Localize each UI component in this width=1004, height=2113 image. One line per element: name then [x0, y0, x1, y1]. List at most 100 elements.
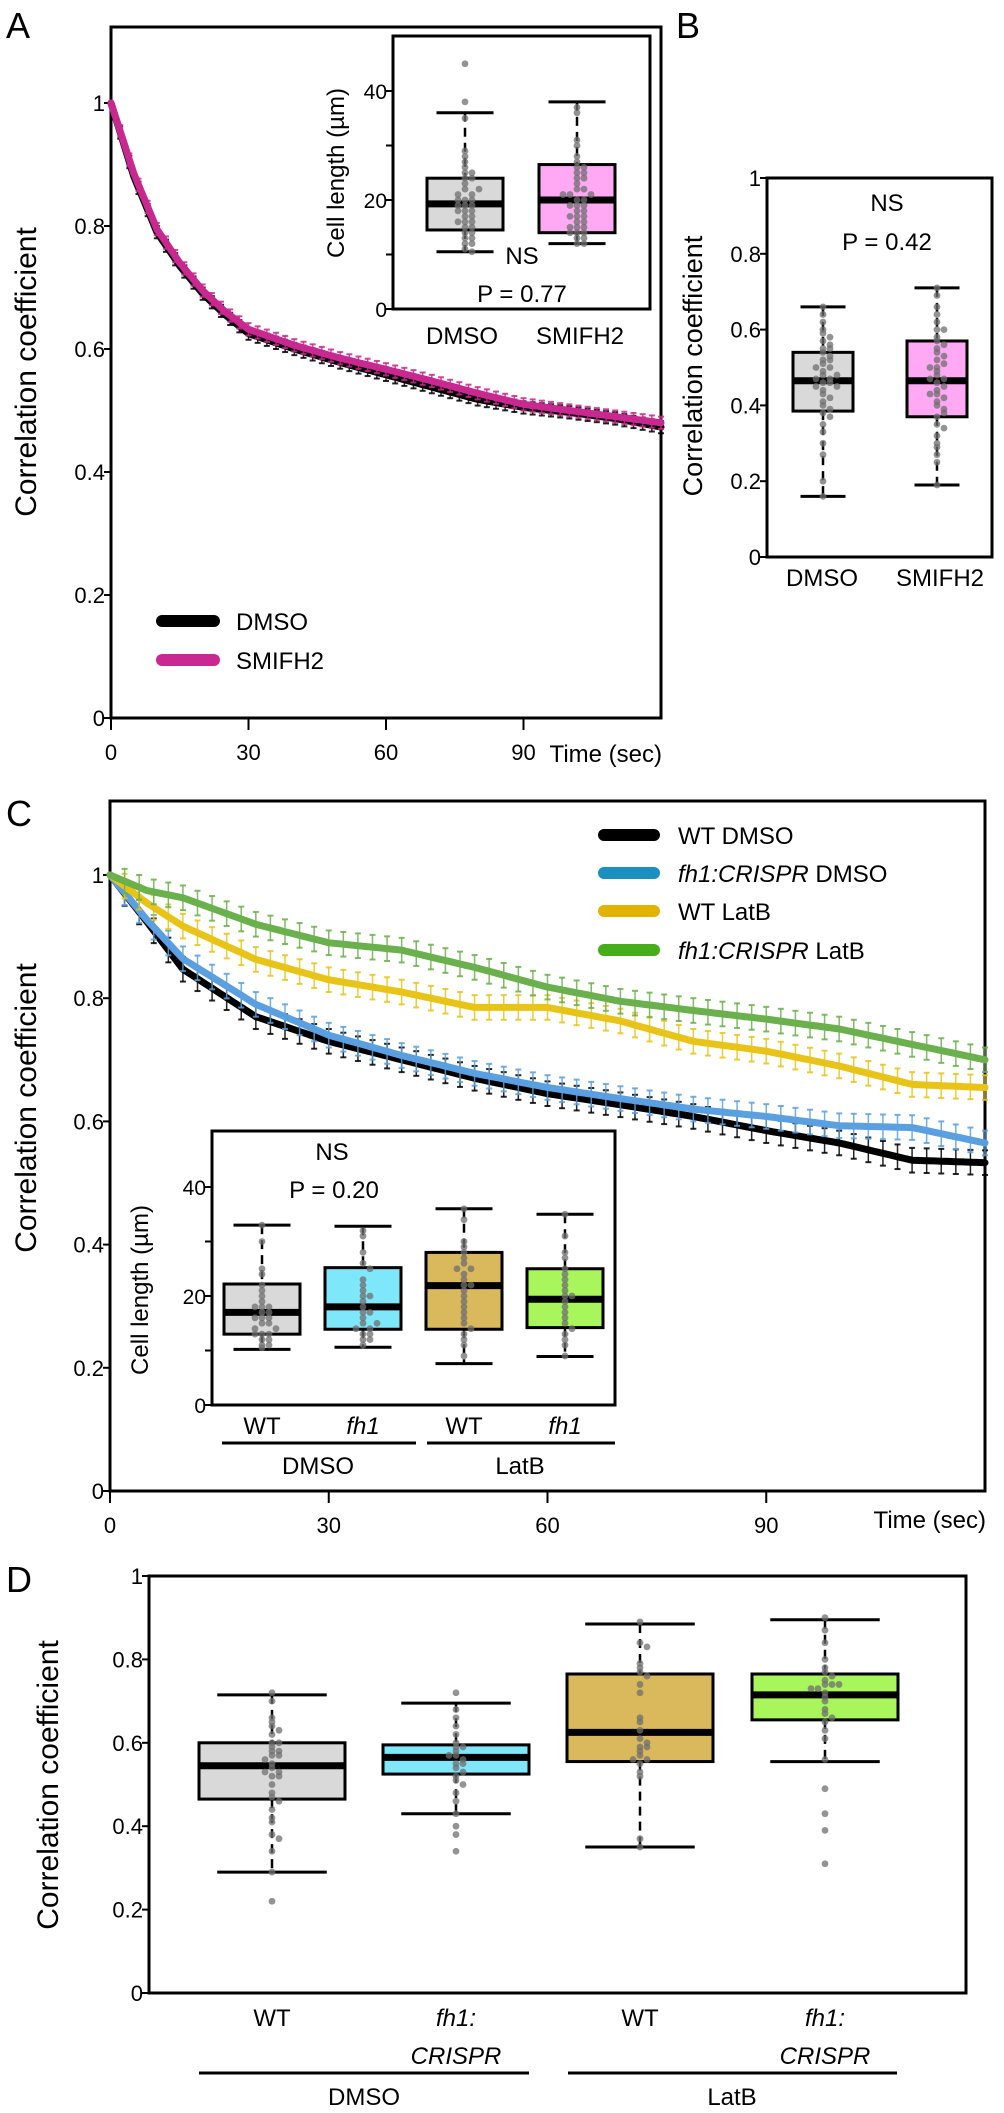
x-tick-label: 60 — [535, 1513, 559, 1538]
data-point — [258, 1238, 266, 1245]
data-point — [821, 1710, 829, 1718]
data-point — [819, 311, 827, 318]
data-point — [566, 212, 574, 220]
data-point — [819, 379, 827, 387]
data-point — [933, 413, 941, 421]
x-tick-label: 60 — [374, 740, 398, 765]
data-point — [636, 1843, 644, 1851]
data-point — [812, 383, 820, 390]
data-point — [561, 1341, 569, 1349]
panel-b-cat-dmso: DMSO — [786, 565, 858, 592]
data-point — [272, 1325, 280, 1333]
data-point — [460, 1259, 468, 1267]
data-point — [580, 163, 588, 171]
panel-a-inset-ns: NS — [505, 243, 538, 270]
data-point — [636, 1760, 644, 1768]
data-point — [933, 326, 941, 333]
data-point — [258, 1344, 266, 1352]
plot-frame — [391, 34, 652, 311]
data-point — [573, 218, 581, 226]
data-point — [643, 1643, 651, 1651]
data-point — [460, 1243, 468, 1251]
data-point — [268, 1697, 276, 1705]
series-line — [107, 99, 665, 427]
data-point — [568, 1325, 576, 1333]
y-tick-label: 0.4 — [73, 1233, 104, 1258]
y-tick-label: 40 — [364, 81, 387, 104]
panel-d-cat-4-line1: fh1: — [805, 2005, 845, 2032]
panel-c: 0 0.2 0.4 0.6 0.8 1 0 30 60 90 Correlation coeffi… — [10, 799, 989, 1538]
data-point — [468, 218, 476, 226]
data-point — [819, 303, 827, 311]
panel-c-ylabel: Correlation coefficient — [10, 963, 43, 1253]
data-point — [261, 1768, 269, 1776]
data-point — [819, 451, 827, 459]
data-point — [643, 1756, 651, 1763]
data-point — [561, 1249, 569, 1256]
data-point — [265, 1303, 273, 1311]
panel-label-d: D — [6, 1559, 32, 1600]
data-point — [359, 1336, 367, 1343]
panel-d: 0 0.2 0.4 0.6 0.8 1 Correlation coefficient W… — [32, 1564, 968, 2111]
box-1 — [381, 1689, 531, 1855]
panel-d-ylabel: Correlation coefficient — [32, 1640, 65, 1930]
data-point — [454, 196, 462, 204]
x-tick-label: 90 — [754, 1513, 778, 1538]
data-point — [459, 1768, 467, 1776]
panel-a-inset: 0 20 40 — [364, 34, 652, 322]
data-point — [366, 1336, 374, 1343]
data-point — [933, 390, 941, 398]
data-point — [573, 163, 581, 171]
x-tick-label: 0 — [104, 1513, 116, 1538]
data-point — [251, 1303, 259, 1311]
y-tick-label: 1 — [92, 863, 104, 888]
y-tick-label: 0.6 — [730, 318, 761, 343]
y-tick-label: 0.8 — [74, 214, 105, 239]
data-point — [461, 169, 469, 177]
data-point — [819, 390, 827, 398]
data-point — [940, 360, 948, 368]
data-point — [826, 364, 834, 371]
data-point — [933, 348, 941, 356]
data-point — [359, 1232, 367, 1240]
data-point — [636, 1726, 644, 1734]
data-point — [819, 402, 827, 409]
x-tick-label: 0 — [105, 740, 117, 765]
data-point — [452, 1810, 460, 1818]
data-point — [452, 1789, 460, 1797]
data-point — [573, 109, 581, 117]
data-point — [258, 1287, 266, 1294]
data-point — [819, 492, 827, 500]
panel-d-group-dmso: DMSO — [328, 2084, 400, 2111]
y-tick-label: 0 — [93, 706, 105, 731]
legend-label-wt-latb: WT LatB — [678, 899, 771, 926]
data-point — [461, 98, 469, 106]
data-point — [561, 1254, 569, 1262]
data-point — [468, 202, 476, 209]
panel-d-cat-2-line1: fh1: — [436, 2005, 476, 2032]
data-point — [454, 191, 462, 198]
data-point — [461, 196, 469, 204]
data-point — [275, 1772, 283, 1780]
legend-label-fh1-dmso: fh1:CRISPR DMSO — [678, 861, 887, 888]
data-point — [461, 158, 469, 166]
data-point — [933, 420, 941, 428]
data-point — [573, 153, 581, 160]
data-point — [807, 1685, 815, 1692]
data-point — [460, 1319, 468, 1327]
data-point — [268, 1793, 276, 1801]
data-point — [258, 1292, 266, 1300]
data-point — [561, 1314, 569, 1322]
panel-a-inset-ylabel: Cell length (µm) — [323, 88, 350, 258]
data-point — [821, 1718, 829, 1726]
series-1 — [107, 99, 665, 430]
series-2 — [106, 871, 989, 1101]
data-point — [580, 207, 588, 215]
data-point — [454, 218, 462, 226]
data-point — [821, 1668, 829, 1676]
data-point — [933, 292, 941, 299]
data-point — [452, 1822, 460, 1830]
data-point — [275, 1747, 283, 1755]
panel-a-ylabel: Correlation coefficient — [10, 227, 43, 517]
data-point — [265, 1319, 273, 1327]
